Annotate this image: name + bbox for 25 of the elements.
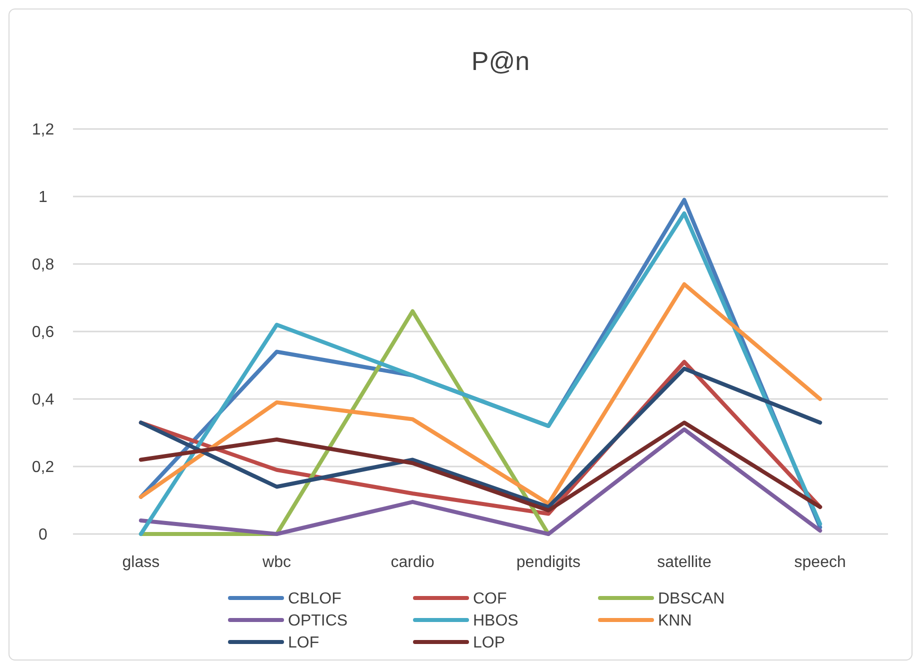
line-series	[138, 282, 822, 506]
x-tick-label: speech	[794, 554, 846, 571]
y-tick-label: 0	[38, 526, 48, 544]
x-tick-label: satellite	[657, 554, 712, 571]
x-tick-label: glass	[122, 554, 160, 571]
legend-label: OPTICS	[288, 612, 348, 630]
y-tick-label: 0,2	[32, 459, 54, 476]
legend-label: LOF	[288, 634, 320, 652]
legend-label: KNN	[658, 612, 692, 630]
x-tick-label: cardio	[390, 554, 434, 571]
line-series	[138, 420, 822, 512]
legend-label: CBLOF	[288, 590, 342, 608]
y-tick-label: 0,4	[32, 392, 54, 409]
legend-label: DBSCAN	[658, 590, 725, 608]
y-tick-label: 0,8	[32, 256, 54, 274]
legend-label: COF	[473, 590, 507, 608]
legend-label: HBOS	[473, 612, 518, 630]
chart-title: P@n	[471, 46, 530, 76]
x-tick-label: wbc	[262, 554, 291, 571]
y-tick-label: 1	[38, 189, 48, 206]
y-tick-label: 1,2	[32, 122, 54, 139]
legend-label: LOP	[473, 634, 506, 652]
x-tick-label: pendigits	[516, 554, 580, 571]
line-series	[138, 427, 822, 536]
y-tick-label: 0,6	[32, 324, 54, 342]
